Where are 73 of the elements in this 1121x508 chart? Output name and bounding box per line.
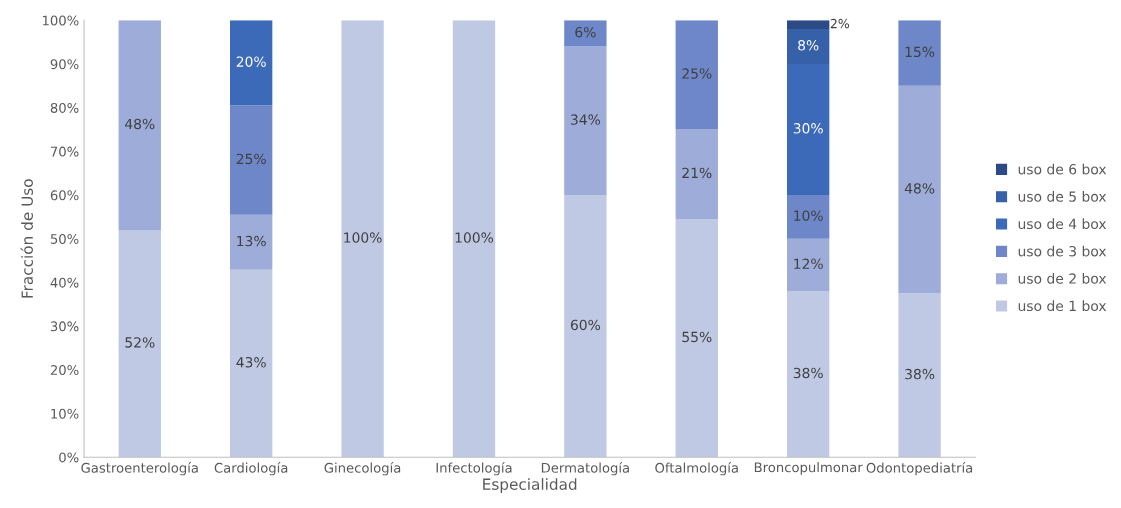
bar xyxy=(787,29,830,65)
data-label: 48% xyxy=(904,183,935,194)
data-label: 55% xyxy=(682,331,712,343)
bar xyxy=(230,214,273,270)
data-label: 30% xyxy=(793,123,823,134)
legend-label: uso de 6 box xyxy=(1018,163,1107,175)
data-label: 43% xyxy=(236,357,266,368)
data-label: 100% xyxy=(344,232,382,243)
bar xyxy=(230,269,273,458)
bar xyxy=(787,64,830,196)
y-tick-label: 60% xyxy=(50,190,79,201)
data-label: 15% xyxy=(905,46,935,58)
x-tick-label: Infectología xyxy=(436,462,512,476)
legend-label: uso de 1 box xyxy=(1018,300,1107,312)
bar xyxy=(118,20,161,231)
data-label: 38% xyxy=(905,368,935,380)
bar xyxy=(787,291,830,458)
bar xyxy=(118,230,161,458)
y-axis-title: Fracción de Uso xyxy=(20,179,33,298)
data-label: 2% xyxy=(830,18,850,29)
data-label: 52% xyxy=(125,337,155,348)
x-tick-label: Odontopediatría xyxy=(866,462,973,476)
bar xyxy=(564,46,607,196)
legend-label: uso de 2 box xyxy=(1018,273,1107,284)
bar xyxy=(675,219,718,458)
data-label: 13% xyxy=(237,235,266,247)
data-label: 10% xyxy=(794,210,823,221)
bar xyxy=(787,238,830,292)
y-tick-label: 0% xyxy=(59,452,79,463)
data-label: 100% xyxy=(455,232,494,243)
data-label: 48% xyxy=(125,118,155,130)
y-tick-label: 100% xyxy=(42,15,79,26)
y-tick-label: 10% xyxy=(51,408,79,419)
x-axis-title: Especialidad xyxy=(483,478,577,493)
y-tick-label: 20% xyxy=(50,365,79,376)
y-tick-label: 80% xyxy=(50,102,79,113)
data-label: 8% xyxy=(798,40,819,51)
y-tick-label: 30% xyxy=(50,321,79,332)
bar xyxy=(787,195,830,239)
data-label: 20% xyxy=(236,56,266,67)
y-tick-label: 40% xyxy=(50,277,79,288)
data-label: 38% xyxy=(793,367,823,379)
data-label: 34% xyxy=(571,114,601,125)
bar xyxy=(230,20,273,106)
data-label: 60% xyxy=(570,319,601,331)
bar xyxy=(898,20,941,86)
bar xyxy=(564,195,607,458)
x-tick-label: Dermatología xyxy=(541,462,629,476)
bar xyxy=(898,85,941,294)
y-tick-label: 50% xyxy=(50,233,79,244)
data-label: 12% xyxy=(794,258,823,269)
bar xyxy=(675,129,718,220)
x-tick-label: Oftalmología xyxy=(655,462,738,476)
bar xyxy=(564,20,607,47)
x-tick-label: Broncopulmonar xyxy=(754,462,863,475)
legend-label: uso de 4 box xyxy=(1018,218,1107,230)
x-tick-label: Gastroenterología xyxy=(81,462,198,476)
bar xyxy=(787,20,830,30)
data-label: 21% xyxy=(682,167,712,179)
data-label: 6% xyxy=(575,26,596,38)
x-tick-label: Cardiología xyxy=(214,462,288,476)
x-tick-label: Ginecología xyxy=(324,462,401,476)
bar xyxy=(230,105,273,215)
legend-label: uso de 5 box xyxy=(1018,191,1107,202)
data-label: 25% xyxy=(236,153,266,165)
bar xyxy=(675,20,718,130)
y-tick-label: 70% xyxy=(50,146,79,157)
bar xyxy=(341,20,384,458)
bar xyxy=(452,20,496,458)
y-tick-label: 90% xyxy=(50,59,79,70)
bar xyxy=(898,293,941,458)
legend-label: uso de 3 box xyxy=(1018,245,1107,257)
data-label: 25% xyxy=(682,68,712,79)
